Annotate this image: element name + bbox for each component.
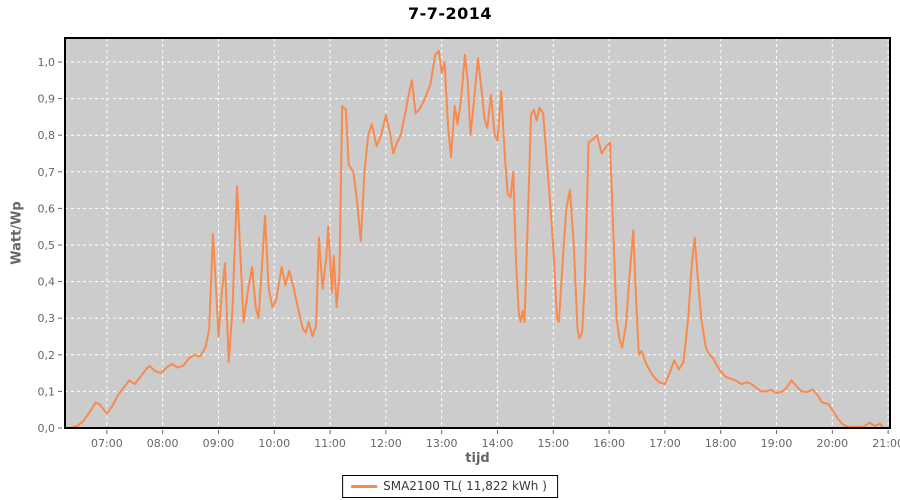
x-tick-label: 19:00	[761, 437, 793, 450]
x-tick-label: 20:00	[816, 437, 848, 450]
y-tick-label: 0,0	[38, 422, 56, 435]
y-tick-label: 0,6	[38, 202, 56, 215]
x-tick-label: 11:00	[314, 437, 346, 450]
x-tick-label: 09:00	[203, 437, 235, 450]
x-tick-label: 14:00	[482, 437, 514, 450]
y-tick-label: 0,2	[38, 349, 56, 362]
y-axis-title: Watt/Wp	[9, 201, 25, 265]
plot-background	[65, 38, 890, 428]
series-line-swatch	[351, 484, 378, 488]
x-tick-label: 16:00	[593, 437, 625, 450]
y-tick-label: 0,8	[38, 129, 56, 142]
y-tick-label: 0,1	[38, 385, 56, 398]
x-tick-label: 15:00	[537, 437, 569, 450]
series-line	[68, 50, 885, 429]
y-tick-label: 0,7	[38, 166, 56, 179]
plot-frame	[64, 37, 891, 429]
y-tick-label: 0,4	[38, 276, 56, 289]
x-tick-label: 10:00	[258, 437, 290, 450]
x-tick-label: 12:00	[370, 437, 402, 450]
x-tick-label: 17:00	[649, 437, 681, 450]
x-tick-label: 21:00	[872, 437, 900, 450]
x-tick-label: 18:00	[705, 437, 737, 450]
x-tick-label: 07:00	[91, 437, 123, 450]
y-tick-label: 0,9	[38, 93, 56, 106]
x-tick-label: 08:00	[147, 437, 179, 450]
x-tick-label: 13:00	[426, 437, 458, 450]
x-axis-title: tijd	[465, 451, 490, 466]
y-tick-label: 0,5	[38, 239, 56, 252]
y-tick-label: 0,3	[38, 312, 56, 325]
y-tick-label: 1,0	[38, 56, 56, 69]
legend: SMA2100 TL( 11,822 kWh )	[342, 475, 558, 498]
legend-label: SMA2100 TL( 11,822 kWh )	[383, 479, 547, 493]
chart-title: 7-7-2014	[407, 4, 493, 23]
